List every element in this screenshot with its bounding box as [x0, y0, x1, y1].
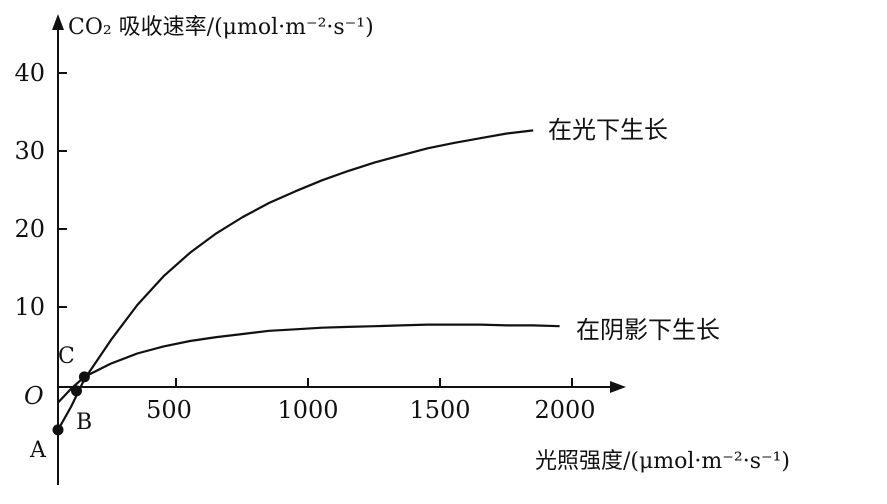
- point-c-label: C: [58, 344, 75, 369]
- point-a-marker: [52, 424, 64, 436]
- series-label-sun: 在光下生长: [548, 116, 668, 144]
- series-line-shade: [57, 323, 560, 404]
- y-axis-arrow: [52, 14, 64, 30]
- x-axis-arrow: [610, 381, 626, 393]
- x-tick-label-1000: 1000: [277, 396, 338, 424]
- x-tick-label-500: 500: [146, 396, 192, 424]
- series-label-shade: 在阴影下生长: [576, 316, 720, 344]
- x-tick-label-1500: 1500: [409, 396, 470, 424]
- series-line-sun: [57, 129, 534, 431]
- x-tick-label-2000: 2000: [534, 396, 595, 424]
- point-b-label: B: [76, 410, 92, 435]
- y-tick-label-10: 10: [14, 293, 45, 321]
- x-axis-label: 光照强度/(μmol·m⁻²·s⁻¹): [535, 449, 790, 474]
- y-tick-label-30: 30: [14, 137, 45, 165]
- point-a-label: A: [29, 438, 47, 463]
- y-tick-label-40: 40: [14, 59, 45, 87]
- origin-label: O: [24, 382, 44, 410]
- point-c-marker: [78, 371, 90, 383]
- point-b-marker: [71, 385, 82, 397]
- y-tick-label-20: 20: [14, 215, 45, 243]
- y-axis-label: CO₂ 吸收速率/(μmol·m⁻²·s⁻¹): [68, 15, 374, 40]
